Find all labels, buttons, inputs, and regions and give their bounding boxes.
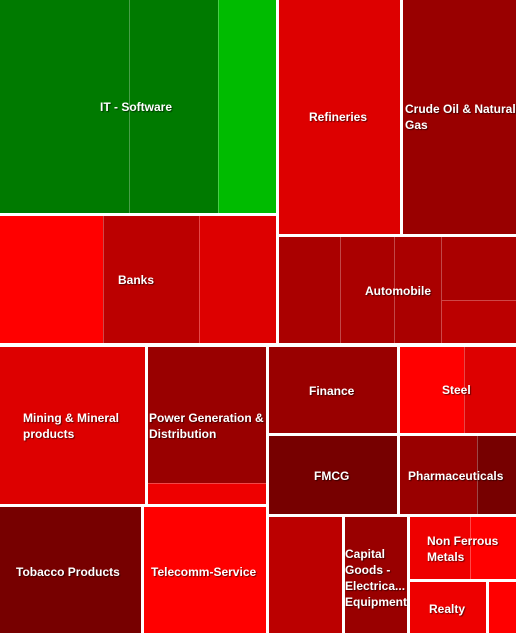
tile-mining-mineral-products[interactable]: Mining & Mineral products bbox=[0, 347, 145, 504]
tile-label: Finance bbox=[309, 384, 355, 398]
sub-tile[interactable] bbox=[410, 582, 486, 633]
tile-label: Power Generation & Distribution bbox=[149, 411, 264, 441]
sub-tile[interactable] bbox=[403, 0, 516, 234]
sub-tile[interactable] bbox=[441, 237, 516, 300]
tile-label: FMCG bbox=[314, 469, 350, 483]
sub-tile[interactable] bbox=[0, 0, 129, 213]
sub-tile[interactable] bbox=[0, 347, 145, 504]
tile-fmcg[interactable]: FMCG bbox=[269, 436, 397, 514]
tile-label: Automobile bbox=[365, 284, 431, 298]
sub-tile[interactable] bbox=[470, 517, 516, 579]
sub-tile[interactable] bbox=[400, 347, 464, 433]
tile-unlabeled-17[interactable] bbox=[489, 582, 516, 633]
sub-tile[interactable] bbox=[269, 436, 397, 514]
sub-tile[interactable] bbox=[148, 347, 266, 483]
sub-tile[interactable] bbox=[269, 347, 397, 433]
tile-label: Realty bbox=[429, 602, 466, 616]
sub-tile[interactable] bbox=[464, 347, 516, 433]
tile-finance[interactable]: Finance bbox=[269, 347, 397, 433]
tile-banks[interactable]: Banks bbox=[0, 216, 276, 343]
tile-capital-goods-electrica-equipment[interactable]: Capital Goods - Electrica... Equipment bbox=[345, 517, 407, 633]
sub-tile[interactable] bbox=[489, 582, 516, 633]
tile-label: Refineries bbox=[309, 110, 368, 124]
tile-non-ferrous-metals[interactable]: Non Ferrous Metals bbox=[410, 517, 516, 579]
tile-label: Telecomm-Service bbox=[151, 565, 257, 579]
tile-label: IT - Software bbox=[100, 100, 173, 114]
tile-automobile[interactable]: Automobile bbox=[279, 237, 516, 343]
tile-label: Pharmaceuticals bbox=[408, 469, 504, 483]
sub-tile[interactable] bbox=[340, 237, 394, 343]
tile-pharmaceuticals[interactable]: Pharmaceuticals bbox=[400, 436, 516, 514]
tile-label: Tobacco Products bbox=[16, 565, 120, 579]
sub-tile[interactable] bbox=[279, 0, 400, 234]
tile-label: Crude Oil & Natural Gas bbox=[405, 102, 516, 132]
tile-telecomm-service[interactable]: Telecomm-Service bbox=[144, 507, 266, 633]
sub-tile[interactable] bbox=[144, 507, 266, 633]
sub-tile[interactable] bbox=[199, 216, 276, 343]
sub-tile[interactable] bbox=[441, 300, 516, 343]
sub-tile[interactable] bbox=[0, 507, 141, 633]
tile-it-software[interactable]: IT - Software bbox=[0, 0, 276, 213]
sub-tile[interactable] bbox=[345, 517, 407, 633]
tile-label: Non Ferrous Metals bbox=[427, 534, 499, 564]
sub-tile[interactable] bbox=[410, 517, 470, 579]
sub-tile[interactable] bbox=[148, 483, 266, 504]
tile-tobacco-products[interactable]: Tobacco Products bbox=[0, 507, 141, 633]
sub-tile[interactable] bbox=[0, 216, 103, 343]
tile-label: Mining & Mineral products bbox=[23, 411, 119, 441]
tile-realty[interactable]: Realty bbox=[410, 582, 486, 633]
tile-crude-oil-natural-gas[interactable]: Crude Oil & Natural Gas bbox=[403, 0, 516, 234]
sub-tile[interactable] bbox=[269, 517, 342, 633]
sub-tile[interactable] bbox=[279, 237, 340, 343]
sub-tile[interactable] bbox=[477, 436, 516, 514]
tile-label: Banks bbox=[118, 273, 155, 287]
tile-label: Steel bbox=[442, 383, 471, 397]
tile-refineries[interactable]: Refineries bbox=[279, 0, 400, 234]
sub-tile[interactable] bbox=[103, 216, 199, 343]
tile-label: Capital Goods - Electrica... Equipment bbox=[345, 547, 407, 609]
sub-tile[interactable] bbox=[400, 436, 477, 514]
sub-tile[interactable] bbox=[218, 0, 276, 213]
tile-power-generation-distribution[interactable]: Power Generation & Distribution bbox=[148, 347, 266, 504]
sub-tile[interactable] bbox=[394, 237, 441, 343]
sub-tile[interactable] bbox=[129, 0, 218, 213]
tile-unlabeled-13[interactable] bbox=[269, 517, 342, 633]
tile-steel[interactable]: Steel bbox=[400, 347, 516, 433]
